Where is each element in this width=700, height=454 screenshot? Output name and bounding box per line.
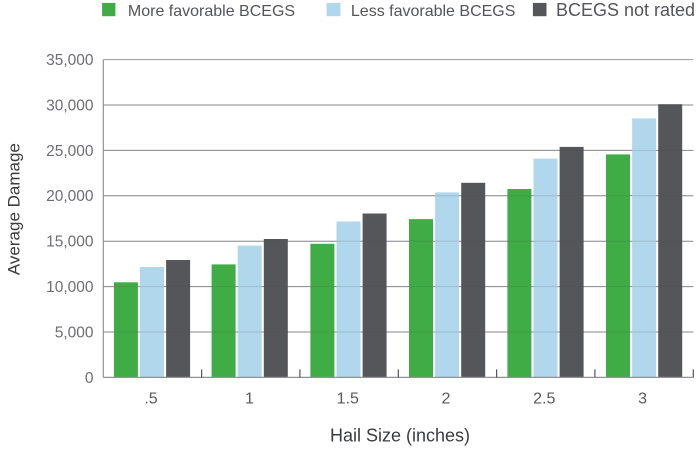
svg-text:25,000: 25,000 bbox=[46, 143, 94, 160]
svg-text:10,000: 10,000 bbox=[46, 279, 94, 296]
svg-text:0: 0 bbox=[85, 370, 94, 387]
svg-text:30,000: 30,000 bbox=[46, 97, 94, 114]
svg-text:2: 2 bbox=[442, 391, 451, 408]
svg-text:15,000: 15,000 bbox=[46, 234, 94, 251]
svg-text:.5: .5 bbox=[144, 391, 157, 408]
svg-text:Less favorable BCEGS: Less favorable BCEGS bbox=[351, 3, 516, 20]
svg-text:Hail Size (inches): Hail Size (inches) bbox=[330, 425, 470, 445]
svg-text:1.5: 1.5 bbox=[337, 391, 359, 408]
svg-text:3: 3 bbox=[638, 391, 647, 408]
svg-text:35,000: 35,000 bbox=[46, 52, 94, 69]
svg-text:Average Damage: Average Damage bbox=[5, 143, 24, 275]
svg-text:More favorable BCEGS: More favorable BCEGS bbox=[128, 3, 295, 20]
svg-text:20,000: 20,000 bbox=[46, 188, 94, 205]
svg-text:2.5: 2.5 bbox=[533, 391, 555, 408]
svg-text:BCEGS not rated: BCEGS not rated bbox=[556, 0, 695, 20]
svg-text:5,000: 5,000 bbox=[55, 324, 94, 341]
svg-text:1: 1 bbox=[245, 391, 254, 408]
